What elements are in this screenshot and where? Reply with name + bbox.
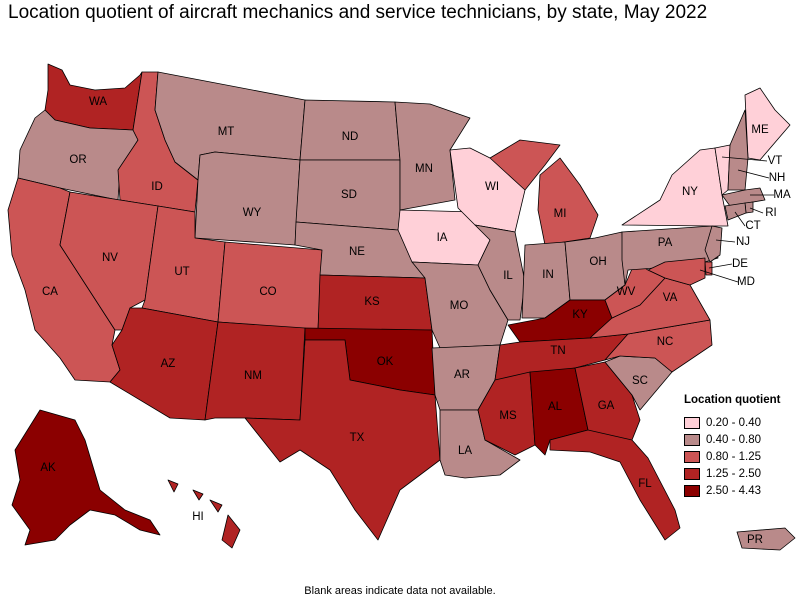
state-label-RI: RI	[765, 207, 777, 219]
state-label-CO: CO	[259, 286, 276, 298]
state-FL[interactable]	[549, 429, 681, 541]
map-legend: Location quotient 0.20 - 0.40 0.40 - 0.80…	[684, 394, 780, 499]
state-label-TX: TX	[350, 432, 365, 444]
state-label-MD: MD	[737, 276, 755, 288]
legend-swatch	[684, 450, 700, 463]
state-label-UT: UT	[174, 266, 189, 278]
state-label-MI: MI	[554, 208, 567, 220]
state-label-WA: WA	[89, 96, 107, 108]
legend-item: 0.20 - 0.40	[684, 414, 780, 431]
legend-swatch	[684, 484, 700, 497]
state-label-VA: VA	[663, 292, 678, 304]
legend-item: 0.80 - 1.25	[684, 448, 780, 465]
state-label-DE: DE	[732, 258, 748, 270]
state-IL[interactable]	[474, 224, 526, 321]
state-label-CA: CA	[42, 286, 58, 298]
state-label-KS: KS	[364, 296, 380, 308]
state-label-FL: FL	[638, 478, 652, 490]
leader-line-VT	[721, 156, 768, 162]
state-label-MN: MN	[415, 163, 433, 175]
state-label-WV: WV	[617, 286, 636, 298]
state-CT[interactable]	[724, 202, 747, 221]
leader-line-NH	[737, 169, 770, 179]
state-AZ[interactable]	[109, 307, 219, 421]
state-label-LA: LA	[458, 445, 472, 457]
state-MA[interactable]	[721, 187, 766, 207]
state-label-ME: ME	[751, 124, 769, 136]
legend-item: 0.40 - 0.80	[684, 431, 780, 448]
state-NH[interactable]	[727, 109, 749, 191]
state-NY[interactable]	[621, 147, 729, 227]
legend-label: 0.40 - 0.80	[706, 433, 761, 446]
legend-title: Location quotient	[684, 394, 781, 406]
state-label-MA: MA	[773, 189, 791, 201]
leader-line-NJ	[715, 239, 736, 243]
state-label-PA: PA	[658, 237, 673, 249]
state-MD[interactable]	[647, 257, 706, 286]
state-label-NV: NV	[102, 252, 118, 264]
legend-label: 0.20 - 0.40	[706, 416, 761, 429]
state-AK[interactable]	[11, 409, 161, 546]
state-label-OK: OK	[377, 356, 394, 368]
state-label-NM: NM	[244, 370, 262, 382]
state-label-SC: SC	[632, 375, 648, 387]
state-MI[interactable]	[489, 139, 599, 246]
state-ND[interactable]	[299, 99, 401, 161]
state-label-OR: OR	[69, 154, 86, 166]
state-label-IN: IN	[542, 269, 554, 281]
state-label-AL: AL	[548, 401, 563, 413]
state-label-AZ: AZ	[161, 358, 176, 370]
legend-label: 0.80 - 1.25	[706, 450, 761, 463]
state-label-NY: NY	[682, 186, 698, 198]
state-label-NC: NC	[657, 336, 674, 348]
state-label-CT: CT	[745, 220, 760, 232]
state-label-OH: OH	[589, 256, 606, 268]
leader-line-CT	[734, 211, 746, 227]
state-PR[interactable]	[736, 527, 796, 551]
state-label-MT: MT	[218, 126, 235, 138]
state-label-NJ: NJ	[736, 236, 750, 248]
state-label-NH: NH	[769, 172, 786, 184]
state-label-GA: GA	[598, 400, 615, 412]
state-label-SD: SD	[341, 189, 357, 201]
state-label-IL: IL	[503, 270, 513, 282]
legend-item: 1.25 - 2.50	[684, 465, 780, 482]
state-TX[interactable]	[244, 339, 441, 541]
state-label-WY: WY	[243, 207, 262, 219]
state-label-NE: NE	[349, 246, 365, 258]
state-label-WI: WI	[485, 181, 499, 193]
state-label-HI: HI	[192, 511, 204, 523]
state-HI[interactable]	[167, 479, 241, 549]
state-label-KY: KY	[572, 309, 588, 321]
legend-swatch	[684, 467, 700, 480]
state-label-AK: AK	[40, 462, 56, 474]
state-label-AR: AR	[454, 369, 470, 381]
legend-label: 2.50 - 4.43	[706, 484, 761, 497]
map-footnote: Blank areas indicate data not available.	[304, 585, 496, 597]
state-MN[interactable]	[394, 101, 471, 211]
leader-line-RI	[749, 207, 764, 214]
legend-swatch	[684, 433, 700, 446]
state-label-VT: VT	[768, 155, 783, 167]
state-label-IA: IA	[437, 232, 448, 244]
state-WY[interactable]	[194, 151, 301, 246]
state-label-MS: MS	[499, 410, 517, 422]
legend-label: 1.25 - 2.50	[706, 467, 761, 480]
state-label-MO: MO	[450, 300, 469, 312]
leader-line-DE	[708, 263, 733, 269]
legend-item: 2.50 - 4.43	[684, 482, 780, 499]
state-label-PR: PR	[747, 534, 763, 546]
legend-swatch	[684, 416, 700, 429]
state-label-ID: ID	[151, 181, 163, 193]
map-title: Location quotient of aircraft mechanics …	[8, 2, 708, 23]
state-label-ND: ND	[342, 131, 359, 143]
state-label-TN: TN	[550, 345, 565, 357]
state-NJ[interactable]	[704, 225, 723, 263]
leader-line-MD	[699, 269, 739, 283]
